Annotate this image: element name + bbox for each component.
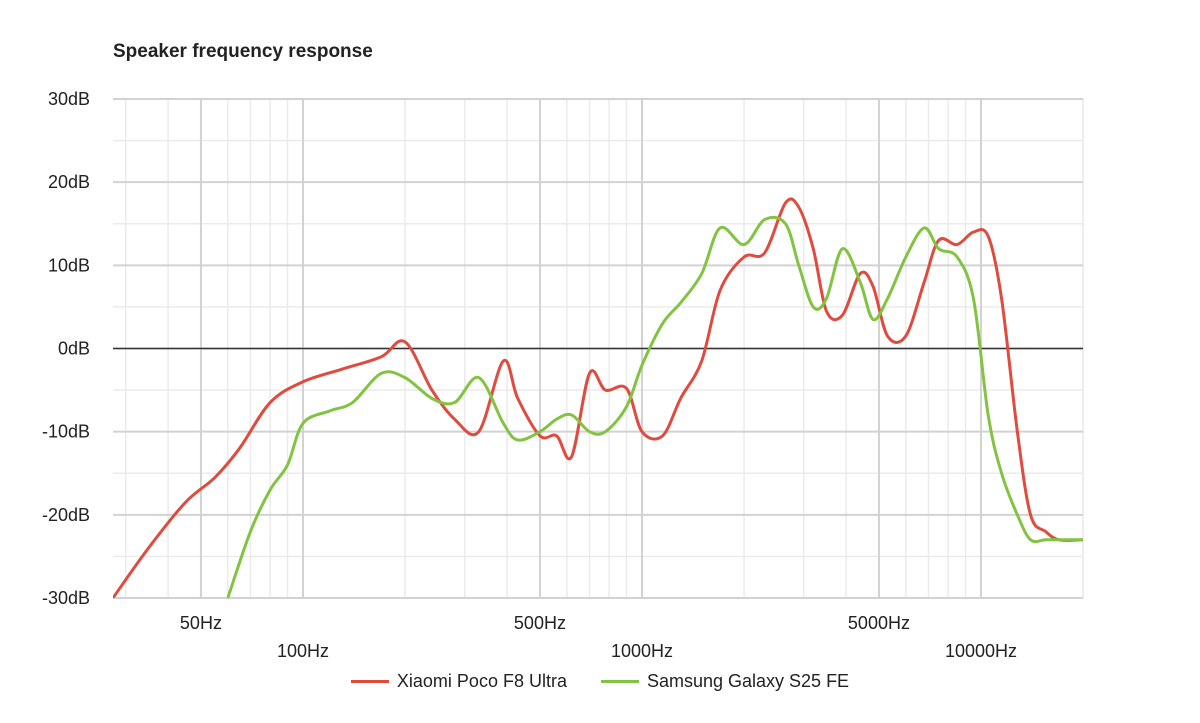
x-tick-label: 5000Hz bbox=[848, 613, 910, 633]
legend-item-xiaomi[interactable]: Xiaomi Poco F8 Ultra bbox=[350, 671, 567, 692]
series-line-samsung bbox=[226, 215, 1083, 598]
y-tick-label: -10dB bbox=[42, 422, 90, 442]
x-tick-label: 10000Hz bbox=[945, 641, 1017, 661]
series-line-xiaomi bbox=[113, 197, 1083, 598]
y-tick-label: 20dB bbox=[48, 172, 90, 192]
legend-label-samsung: Samsung Galaxy S25 FE bbox=[646, 671, 850, 691]
y-axis-labels: 30dB 20dB 10dB 0dB -10dB -20dB -30dB bbox=[42, 89, 90, 608]
y-tick-label: 10dB bbox=[48, 255, 90, 275]
legend: Xiaomi Poco F8 Ultra Samsung Galaxy S25 … bbox=[0, 671, 1200, 692]
legend-swatch-xiaomi bbox=[350, 680, 389, 683]
legend-label-xiaomi: Xiaomi Poco F8 Ultra bbox=[396, 671, 567, 691]
y-tick-label: 0dB bbox=[58, 339, 90, 359]
x-tick-label: 1000Hz bbox=[611, 641, 673, 661]
y-tick-label: -30dB bbox=[42, 588, 90, 608]
y-tick-label: 30dB bbox=[48, 89, 90, 109]
legend-item-samsung[interactable]: Samsung Galaxy S25 FE bbox=[600, 671, 850, 692]
x-tick-label: 50Hz bbox=[180, 613, 222, 633]
legend-swatch-samsung bbox=[600, 680, 639, 683]
x-axis-labels: 50Hz 500Hz 5000Hz 100Hz 1000Hz 10000Hz bbox=[180, 613, 1017, 661]
x-tick-label: 100Hz bbox=[277, 641, 329, 661]
chart-title: Speaker frequency response bbox=[113, 41, 373, 62]
x-tick-label: 500Hz bbox=[514, 613, 566, 633]
series-lines bbox=[113, 197, 1083, 598]
y-tick-label: -20dB bbox=[42, 505, 90, 525]
